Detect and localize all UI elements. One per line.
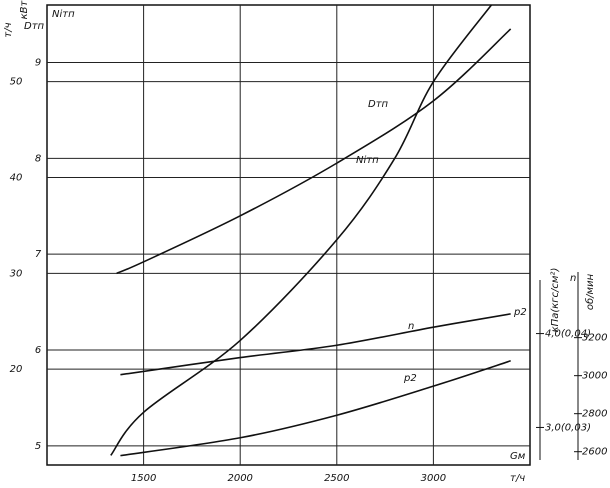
- axis-title: p2: [513, 307, 527, 318]
- y-tick-label: 20: [10, 364, 23, 375]
- y-tick-label: 50: [10, 77, 23, 88]
- series-line: [110, 4, 492, 456]
- series-label: p2: [403, 373, 417, 384]
- y-tick-label: 2600: [582, 447, 607, 458]
- series-label: Niтп: [356, 155, 379, 166]
- y-tick-label: 6: [35, 345, 41, 356]
- series-label: Dтп: [368, 99, 389, 110]
- x-tick-label: 3000: [421, 473, 446, 484]
- y-tick-label: 9: [35, 58, 41, 69]
- series-line: [116, 28, 512, 275]
- axis-label: кВт: [19, 0, 30, 19]
- y-tick-label: 7: [35, 249, 42, 260]
- axis-label: т/ч: [3, 22, 14, 37]
- y-tick-label: 8: [35, 153, 41, 164]
- axis-title: n: [570, 273, 576, 284]
- axis-label: об/мин: [584, 273, 596, 310]
- y-tick-label: 3000: [582, 371, 607, 382]
- y-tick-label: 5: [35, 441, 41, 452]
- y-tick-label: 30: [10, 268, 23, 279]
- y-tick-label: 4,0(0,04): [545, 329, 591, 340]
- series-line: [120, 313, 511, 376]
- y-tick-label: 3200: [582, 333, 607, 344]
- y-tick-label: 2800: [582, 409, 607, 420]
- x-title: Gм: [510, 451, 526, 462]
- x-tick-label: 2000: [227, 473, 252, 484]
- series-label: n: [408, 321, 414, 332]
- x-label: т/ч: [510, 473, 525, 484]
- x-tick-label: 1500: [131, 473, 156, 484]
- series-line: [120, 360, 511, 457]
- plot-frame: [46, 4, 531, 466]
- y-tick-label: 40: [10, 173, 23, 184]
- axis-title: Dтп: [24, 21, 45, 32]
- axis-label: кПа(кгс/см²): [550, 268, 561, 333]
- x-tick-label: 2500: [324, 473, 349, 484]
- axis-title: Niтп: [52, 9, 75, 20]
- y-tick-label: 3,0(0,03): [545, 422, 591, 433]
